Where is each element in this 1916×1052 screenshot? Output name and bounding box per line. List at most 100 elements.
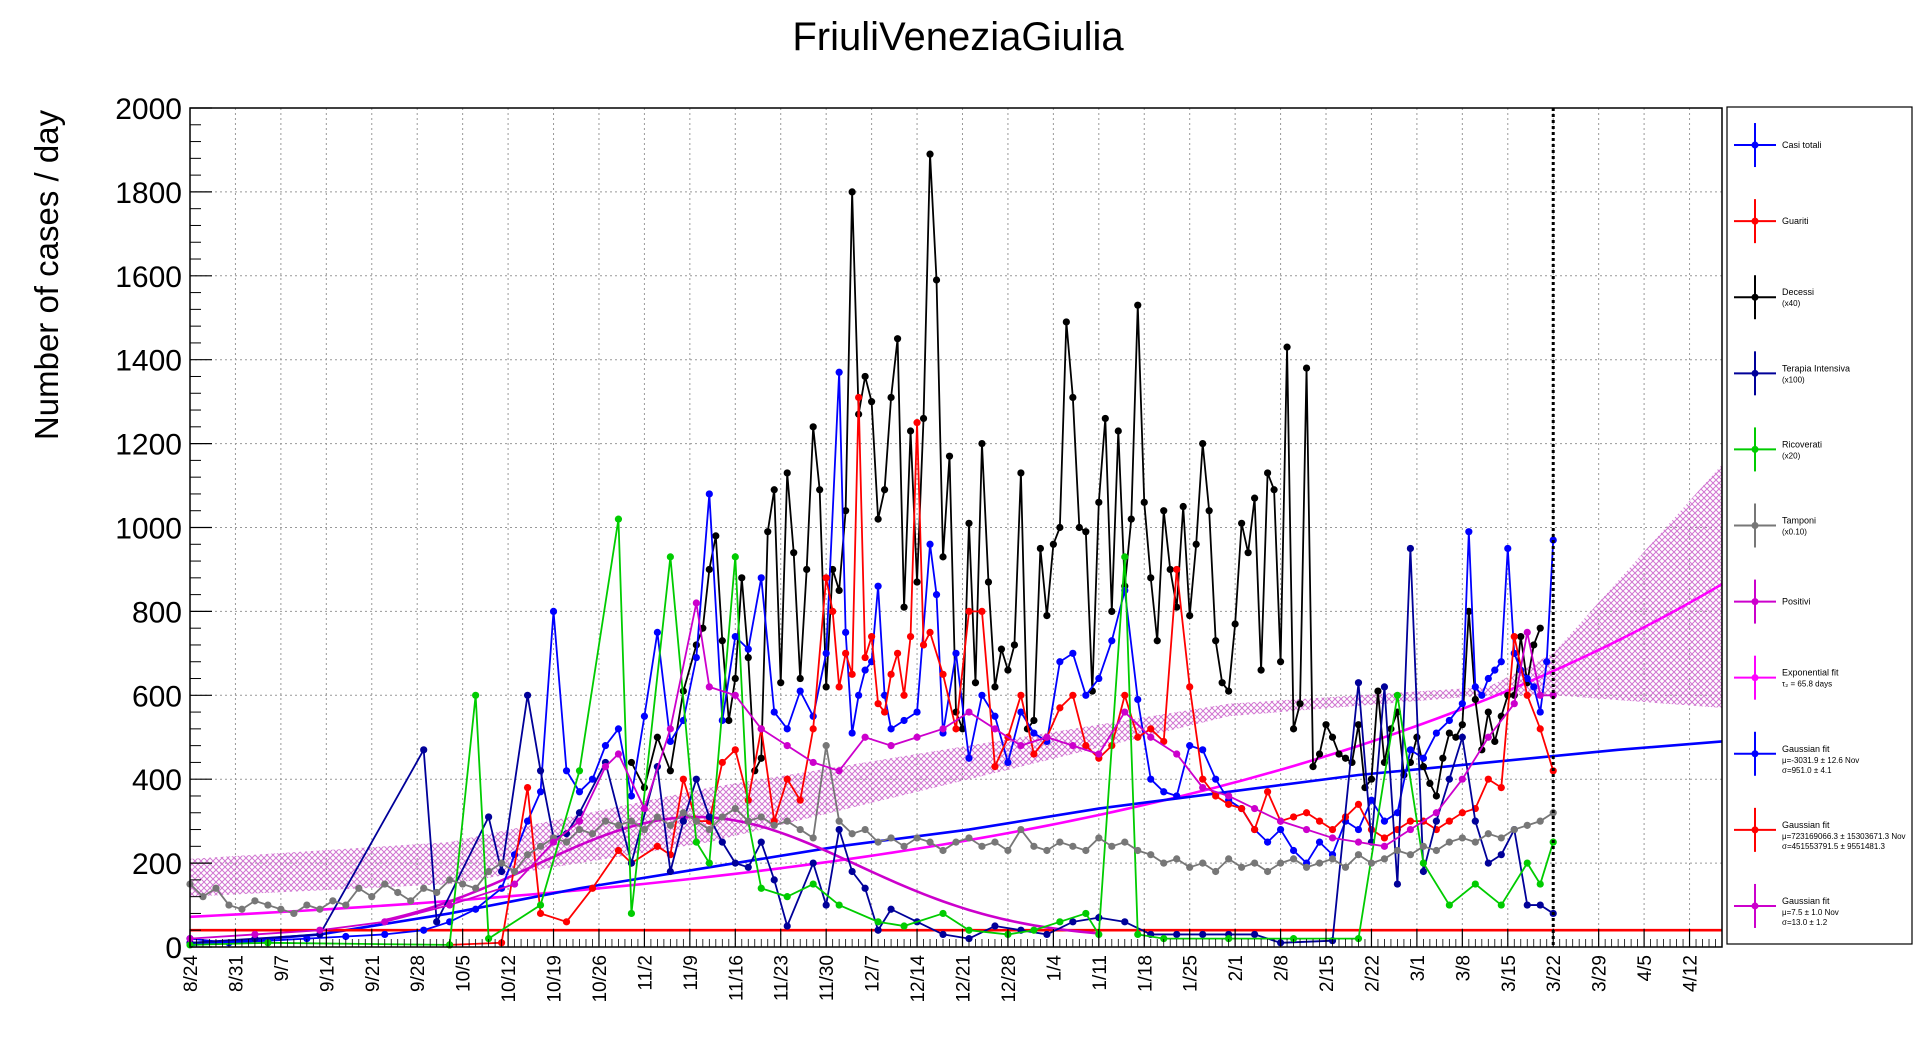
data-point [1432,817,1440,825]
data-point [1160,935,1168,943]
data-point [562,838,571,846]
data-point [887,742,895,750]
data-point [1134,733,1142,741]
legend-sublabel: (x0.10) [1782,528,1807,537]
data-point [1004,758,1012,767]
data-point [1406,746,1415,754]
legend-marker [1751,217,1759,225]
data-point [1075,523,1083,532]
data-point [1199,783,1207,792]
data-point [725,716,733,725]
data-point [1263,788,1272,796]
data-point [1251,804,1259,813]
data-point [536,842,545,850]
data-point [965,708,973,716]
data-point [1354,935,1363,943]
data-point [1445,817,1453,825]
data-point [997,645,1006,653]
x-tick-label: 8/24 [181,955,202,992]
data-point [900,691,908,699]
data-point [705,813,713,821]
data-point [1101,414,1109,423]
data-point [1523,691,1531,699]
data-point [653,813,661,821]
data-point [874,918,882,926]
data-point [1478,691,1486,699]
data-point [1393,691,1402,699]
data-point [653,628,661,636]
data-point [848,729,856,737]
data-point [381,918,389,926]
data-point [770,708,778,716]
data-point [1458,809,1466,817]
data-point [1536,708,1544,716]
data-point [829,607,837,616]
data-point [653,842,661,850]
data-point [1484,859,1492,867]
data-point [212,884,220,892]
legend-label: Ricoverati [1782,439,1822,449]
data-point [1127,515,1135,523]
data-point [1354,800,1363,808]
data-point [939,846,947,855]
data-point [1238,863,1246,871]
data-point [712,532,720,540]
data-point [666,821,674,829]
data-point [1160,737,1168,746]
data-point [1322,721,1330,729]
data-point [744,796,752,804]
data-point [1225,855,1233,863]
data-point [718,813,726,821]
data-point [1309,763,1317,771]
data-point [887,393,895,402]
data-point [978,691,986,699]
data-point [1452,733,1460,741]
x-tick-label: 3/29 [1590,955,1611,992]
data-point [1367,859,1376,867]
legend-entry: Decessi (x40) [1734,275,1814,320]
data-point [1445,729,1453,737]
legend-sublabel: (x100) [1782,375,1805,384]
data-point [1160,507,1168,515]
data-point [588,884,597,892]
data-point [861,653,869,662]
data-point [971,679,980,687]
data-point [796,796,804,804]
data-point [1458,834,1466,842]
data-point [1056,838,1064,846]
y-tick-label: 800 [132,596,182,629]
data-point [264,901,272,909]
data-point [1069,691,1077,699]
data-point [1458,733,1466,741]
data-point [1134,930,1142,939]
data-point [1263,838,1272,846]
data-point [926,540,934,548]
data-point [1276,658,1285,666]
data-point [523,851,532,859]
data-point [1199,859,1207,867]
data-point [1147,725,1155,733]
data-point [900,603,908,611]
data-point [887,834,895,842]
data-point [900,922,908,930]
y-tick-label: 2000 [115,93,182,126]
data-point [991,838,999,846]
data-point [1270,486,1278,494]
legend-label: Casi totali [1782,140,1822,150]
data-point [705,683,713,691]
legend-entry: Tamponi (x0.10) [1734,503,1816,548]
series [446,393,1557,949]
data-point [1393,880,1402,888]
legend-sublabel: (x20) [1782,451,1801,460]
legend: Casi totali Guariti Decessi (x40) Terapia In… [1726,106,1913,945]
data-point [809,834,817,842]
data-point [225,901,233,909]
data-point [1179,502,1187,511]
data-point [640,712,649,720]
data-point [1186,742,1194,750]
y-tick-label: 1800 [115,177,182,210]
legend-sublabel: μ=723169066.3 ± 15303671.3 Nov [1782,832,1906,841]
data-point [926,628,934,636]
data-point [472,884,480,892]
data-point [757,884,765,892]
